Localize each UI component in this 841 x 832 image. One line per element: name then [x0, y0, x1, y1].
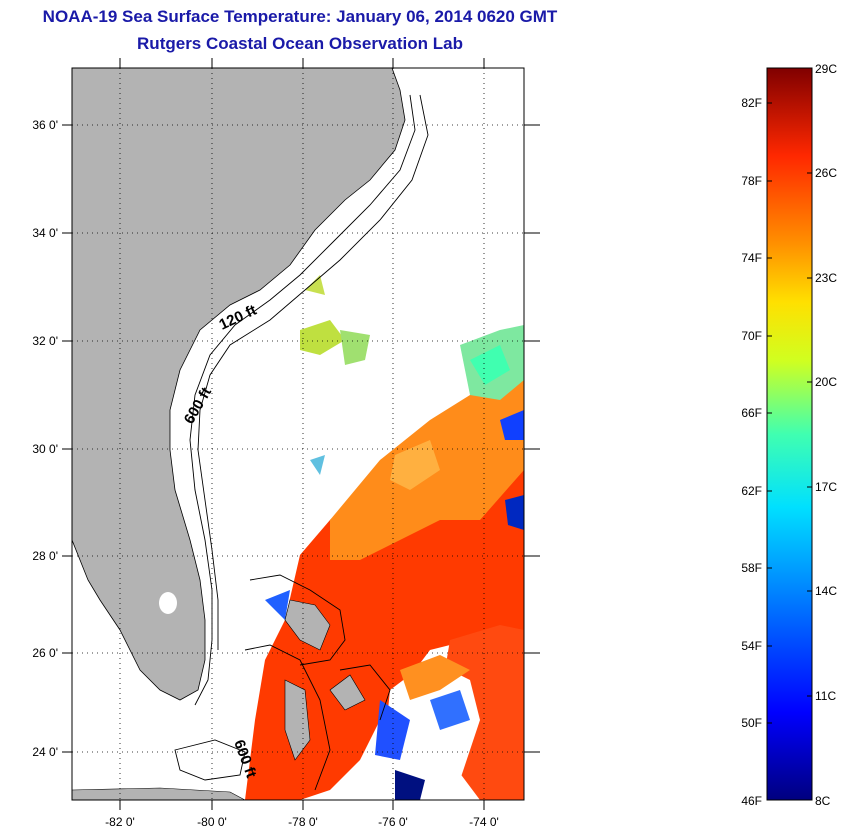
lon-label: -74 0' [469, 815, 499, 829]
colorbar-celsius-labels: 29C 26C 23C 20C 17C 14C 11C 8C [815, 62, 837, 808]
map-subtitle: Rutgers Coastal Ocean Observation Lab [137, 34, 463, 53]
celsius-label: 23C [815, 271, 837, 285]
celsius-label: 8C [815, 794, 831, 808]
sst-data-layer [245, 275, 524, 800]
colorbar-gradient [766, 67, 813, 801]
celsius-label: 14C [815, 584, 837, 598]
map-panel: 120 ft 600 ft 600 ft 36 0' 34 0' 32 [32, 58, 540, 829]
celsius-label: 29C [815, 62, 837, 76]
fahrenheit-label: 74F [741, 251, 762, 265]
lon-label: -82 0' [105, 815, 135, 829]
land-layer [72, 68, 406, 800]
map-frame [71, 67, 525, 801]
lat-label: 24 0' [32, 745, 58, 759]
fahrenheit-label: 66F [741, 406, 762, 420]
fahrenheit-label: 46F [741, 794, 762, 808]
fahrenheit-label: 70F [741, 329, 762, 343]
celsius-label: 17C [815, 480, 837, 494]
bathymetry-contours [174, 94, 429, 791]
colorbar-fahrenheit-labels: 82F 78F 74F 70F 66F 62F 58F 54F 50F 46F [741, 96, 762, 808]
fahrenheit-label: 78F [741, 174, 762, 188]
fahrenheit-label: 54F [741, 639, 762, 653]
fahrenheit-label: 50F [741, 716, 762, 730]
lat-label: 34 0' [32, 226, 58, 240]
temperature-colorbar: 82F 78F 74F 70F 66F 62F 58F 54F 50F 46F … [741, 62, 837, 808]
lat-label: 30 0' [32, 442, 58, 456]
lat-label: 32 0' [32, 334, 58, 348]
celsius-label: 20C [815, 375, 837, 389]
colorbar-ticks [767, 102, 812, 724]
map-gridlines [72, 68, 524, 800]
fahrenheit-label: 58F [741, 561, 762, 575]
lat-label: 26 0' [32, 646, 58, 660]
celsius-label: 11C [815, 689, 836, 703]
latitude-labels: 36 0' 34 0' 32 0' 30 0' 28 0' 26 0' 24 0… [32, 118, 58, 759]
lat-label: 28 0' [32, 549, 58, 563]
lon-label: -78 0' [288, 815, 318, 829]
longitude-labels: -82 0' -80 0' -78 0' -76 0' -74 0' [105, 815, 499, 829]
map-axis-ticks [62, 58, 540, 810]
lon-label: -80 0' [197, 815, 227, 829]
map-title: NOAA-19 Sea Surface Temperature: January… [42, 7, 558, 26]
lon-label: -76 0' [378, 815, 408, 829]
celsius-label: 26C [815, 166, 837, 180]
fahrenheit-label: 82F [741, 96, 762, 110]
fahrenheit-label: 62F [741, 484, 762, 498]
lat-label: 36 0' [32, 118, 58, 132]
